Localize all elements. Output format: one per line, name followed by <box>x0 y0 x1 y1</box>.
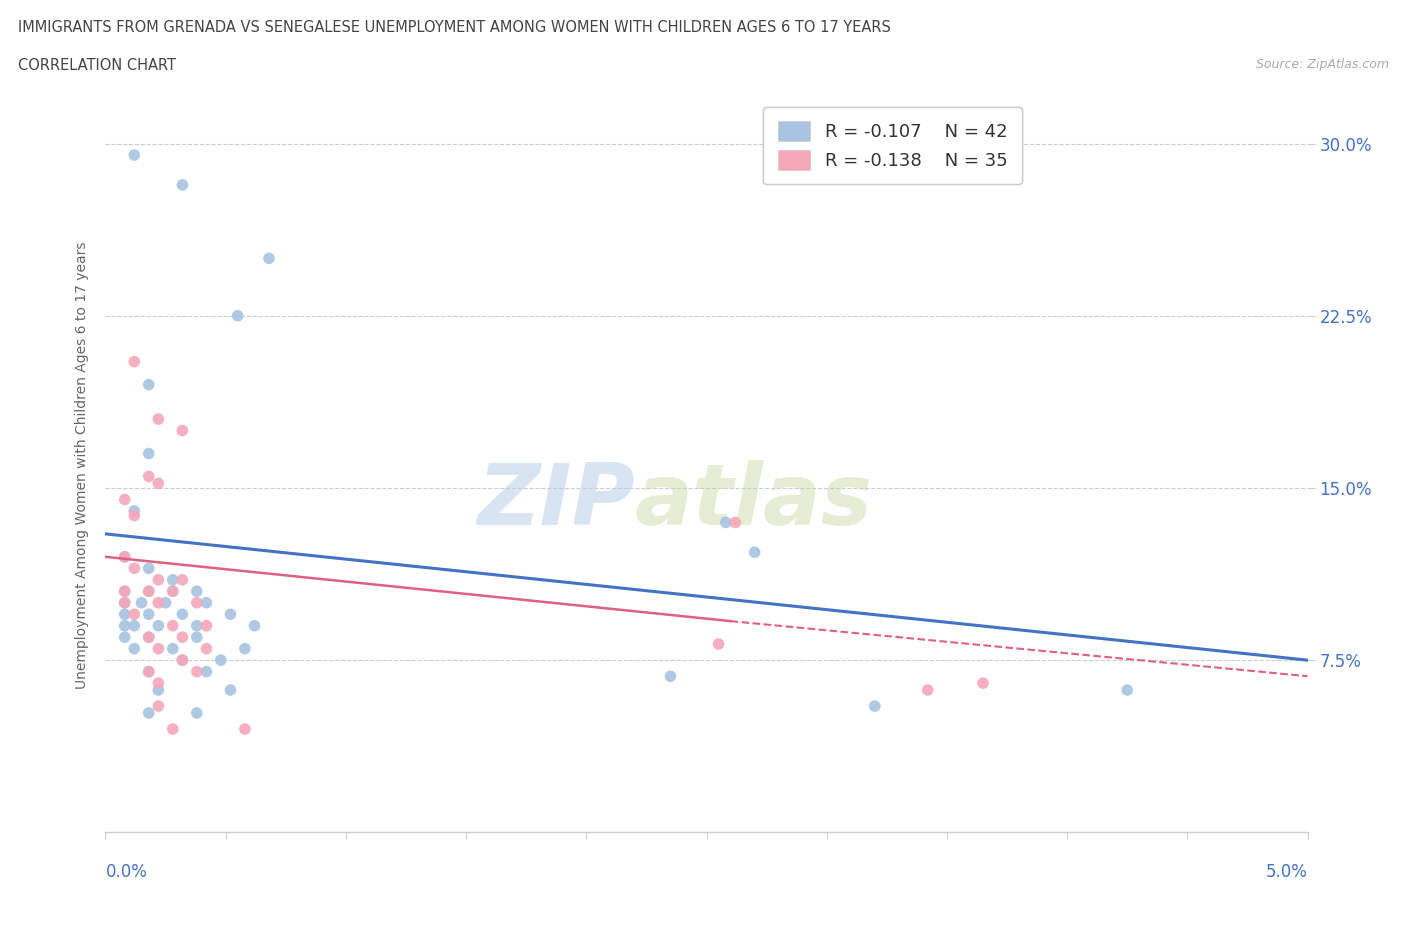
Point <box>124 148 146 163</box>
Text: IMMIGRANTS FROM GRENADA VS SENEGALESE UNEMPLOYMENT AMONG WOMEN WITH CHILDREN AGE: IMMIGRANTS FROM GRENADA VS SENEGALESE UN… <box>18 20 891 35</box>
Text: CORRELATION CHART: CORRELATION CHART <box>18 58 176 73</box>
Text: atlas: atlas <box>634 460 873 543</box>
Point <box>124 642 146 657</box>
Point <box>195 595 218 610</box>
Point <box>131 595 153 610</box>
Point <box>124 618 146 633</box>
Point <box>162 618 184 633</box>
Point <box>744 545 766 560</box>
Point <box>724 515 747 530</box>
Point <box>124 508 146 523</box>
Point <box>114 595 136 610</box>
Point <box>114 492 136 507</box>
Point <box>114 630 136 644</box>
Point <box>138 664 160 679</box>
Point <box>863 698 886 713</box>
Point <box>148 698 170 713</box>
Point <box>172 653 194 668</box>
Point <box>659 669 682 684</box>
Point <box>148 642 170 657</box>
Point <box>155 595 177 610</box>
Point <box>114 550 136 565</box>
Point <box>186 584 208 599</box>
Text: ZIP: ZIP <box>477 460 634 543</box>
Point <box>172 572 194 587</box>
Point <box>138 469 160 484</box>
Point <box>186 630 208 644</box>
Y-axis label: Unemployment Among Women with Children Ages 6 to 17 years: Unemployment Among Women with Children A… <box>76 241 90 689</box>
Point <box>162 642 184 657</box>
Point <box>186 618 208 633</box>
Point <box>707 637 730 652</box>
Point <box>972 676 994 691</box>
Point <box>714 515 737 530</box>
Point <box>138 630 160 644</box>
Point <box>209 653 232 668</box>
Point <box>148 412 170 427</box>
Point <box>138 584 160 599</box>
Point <box>257 251 280 266</box>
Point <box>162 722 184 737</box>
Point <box>114 584 136 599</box>
Text: 5.0%: 5.0% <box>1265 863 1308 881</box>
Point <box>138 664 160 679</box>
Point <box>162 584 184 599</box>
Point <box>148 476 170 491</box>
Point <box>148 572 170 587</box>
Legend: R = -0.107    N = 42, R = -0.138    N = 35: R = -0.107 N = 42, R = -0.138 N = 35 <box>763 107 1022 184</box>
Point <box>233 642 256 657</box>
Text: 0.0%: 0.0% <box>105 863 148 881</box>
Point <box>124 606 146 621</box>
Point <box>195 618 218 633</box>
Point <box>124 561 146 576</box>
Point <box>138 561 160 576</box>
Point <box>186 706 208 721</box>
Point <box>114 550 136 565</box>
Point <box>917 683 939 698</box>
Point <box>138 606 160 621</box>
Point <box>172 653 194 668</box>
Point <box>219 683 242 698</box>
Point <box>243 618 266 633</box>
Point <box>148 676 170 691</box>
Point <box>138 630 160 644</box>
Point <box>114 584 136 599</box>
Point <box>172 606 194 621</box>
Point <box>172 178 194 193</box>
Point <box>138 706 160 721</box>
Point <box>138 446 160 461</box>
Point <box>226 309 249 324</box>
Point <box>124 503 146 518</box>
Point <box>138 584 160 599</box>
Point <box>114 595 136 610</box>
Point <box>195 642 218 657</box>
Point <box>233 722 256 737</box>
Point <box>114 618 136 633</box>
Point <box>195 664 218 679</box>
Point <box>148 595 170 610</box>
Point <box>148 683 170 698</box>
Point <box>172 630 194 644</box>
Point <box>186 664 208 679</box>
Point <box>186 595 208 610</box>
Point <box>162 584 184 599</box>
Point <box>124 354 146 369</box>
Point <box>219 606 242 621</box>
Point <box>148 618 170 633</box>
Point <box>1116 683 1139 698</box>
Point <box>172 423 194 438</box>
Text: Source: ZipAtlas.com: Source: ZipAtlas.com <box>1256 58 1389 71</box>
Point <box>138 378 160 392</box>
Point <box>114 606 136 621</box>
Point <box>162 572 184 587</box>
